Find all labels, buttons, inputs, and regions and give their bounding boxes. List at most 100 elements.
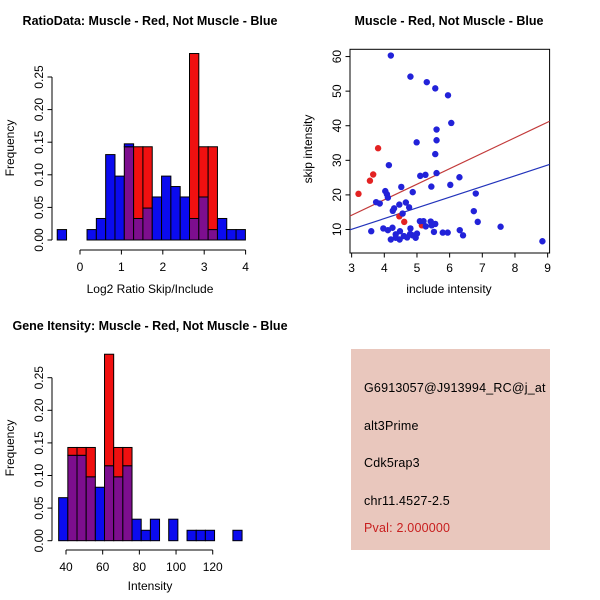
histogram-bar-segment bbox=[76, 446, 87, 456]
scatter-point bbox=[423, 78, 430, 86]
scatter-point bbox=[387, 52, 395, 59]
histogram-bar-segment bbox=[113, 446, 124, 478]
histogram-bar-segment bbox=[142, 146, 153, 209]
histogram-bar-segment bbox=[67, 454, 78, 542]
x-axis-label: Intensity bbox=[128, 579, 173, 593]
ratio-histogram-bars bbox=[56, 53, 246, 241]
y-tick-label: 0.00 bbox=[32, 529, 46, 553]
splice-event-text: alt3Prime bbox=[364, 419, 419, 433]
info-panel: G6913057@J913994_RC@j_at alt3Prime Cdk5r… bbox=[351, 349, 550, 550]
x-tick-label: 40 bbox=[59, 560, 73, 574]
y-tick-label: 0.05 bbox=[32, 195, 46, 219]
x-tick-label: 2 bbox=[159, 260, 166, 274]
scatter-point bbox=[447, 181, 454, 189]
histogram-bar-segment bbox=[95, 217, 107, 241]
intensity-histogram-axes bbox=[47, 377, 214, 555]
scatter-point bbox=[420, 217, 427, 225]
chart-title: RatioData: Muscle - Red, Not Muscle - Bl… bbox=[23, 14, 278, 28]
histogram-bar-segment bbox=[104, 353, 115, 467]
scatter-point bbox=[428, 222, 435, 229]
y-tick-label: 0.25 bbox=[32, 65, 46, 89]
scatter-point bbox=[413, 230, 421, 237]
x-tick-label: 60 bbox=[96, 560, 110, 574]
scatter-point bbox=[417, 172, 424, 180]
chart-title: Gene Itensity: Muscle - Red, Not Muscle … bbox=[12, 319, 287, 333]
histogram-bar-segment bbox=[189, 53, 200, 219]
histogram-bar-segment bbox=[189, 217, 200, 241]
scatter-point bbox=[444, 229, 451, 236]
y-tick-label: 0.20 bbox=[32, 398, 46, 422]
histogram-bar-segment bbox=[56, 229, 68, 241]
y-tick-label: 0.00 bbox=[32, 228, 46, 252]
histogram-bar-segment bbox=[86, 229, 97, 241]
muscle-fit-line bbox=[349, 120, 550, 217]
scatter-point bbox=[433, 137, 440, 144]
histogram-bar-segment bbox=[76, 454, 87, 542]
x-tick-label: 7 bbox=[479, 261, 486, 275]
scatter-point bbox=[396, 236, 403, 243]
y-axis-label: Frequency bbox=[3, 120, 17, 177]
probe-id-text: G6913057@J913994_RC@j_at bbox=[364, 381, 546, 395]
scatter-point bbox=[459, 232, 467, 239]
y-tick-label: 60 bbox=[330, 50, 344, 64]
scatter-point bbox=[472, 190, 479, 197]
y-tick-label: 50 bbox=[330, 84, 344, 98]
scatter-point bbox=[456, 226, 463, 234]
histogram-bar-segment bbox=[186, 529, 197, 542]
x-tick-label: 100 bbox=[166, 560, 186, 574]
x-tick-label: 8 bbox=[512, 261, 519, 275]
histogram-bar-segment bbox=[131, 518, 142, 542]
histogram-bar-segment bbox=[123, 146, 135, 241]
scatter-points-muscle bbox=[355, 145, 426, 229]
histogram-bar-segment bbox=[204, 529, 216, 542]
intensity-scatter-axes bbox=[345, 56, 549, 258]
y-tick-label: 0.10 bbox=[32, 463, 46, 487]
scatter-point bbox=[376, 200, 383, 207]
not-muscle-fit-line bbox=[349, 163, 550, 231]
scatter-point bbox=[389, 224, 396, 231]
histogram-bar-segment bbox=[168, 518, 179, 542]
y-tick-label: 0.15 bbox=[32, 431, 46, 455]
scatter-point bbox=[409, 188, 416, 196]
x-tick-label: 6 bbox=[446, 261, 453, 275]
x-tick-label: 80 bbox=[133, 560, 147, 574]
histogram-bar-segment bbox=[170, 186, 181, 241]
locus-text: chr11.4527-2.5 bbox=[364, 494, 450, 508]
scatter-point bbox=[389, 207, 396, 215]
scatter-point bbox=[399, 210, 406, 217]
x-tick-label: 1 bbox=[118, 260, 125, 274]
scatter-point bbox=[407, 73, 414, 80]
chart-title: Muscle - Red, Not Muscle - Blue bbox=[355, 14, 544, 28]
scatter-point bbox=[448, 119, 455, 127]
scatter-points-not_muscle bbox=[368, 52, 546, 245]
ratio-histogram: RatioData: Muscle - Red, Not Muscle - Bl… bbox=[3, 14, 277, 296]
x-tick-label: 3 bbox=[348, 261, 355, 275]
histogram-bar-segment bbox=[58, 497, 69, 542]
histogram-bar-segment bbox=[133, 217, 144, 241]
histogram-bar-segment bbox=[123, 143, 135, 148]
scatter-point bbox=[474, 218, 481, 226]
histogram-bar-segment bbox=[198, 196, 209, 241]
intensity-histogram: Gene Itensity: Muscle - Red, Not Muscle … bbox=[3, 319, 288, 593]
x-tick-label: 120 bbox=[203, 560, 223, 574]
scatter-point bbox=[430, 228, 438, 236]
scatter-point bbox=[401, 218, 408, 226]
scatter-point bbox=[433, 169, 440, 177]
scatter-point bbox=[387, 236, 395, 243]
histogram-bar-segment bbox=[151, 196, 163, 241]
histogram-bar-segment bbox=[142, 207, 153, 241]
histogram-bar-segment bbox=[207, 229, 218, 241]
x-tick-label: 0 bbox=[77, 260, 84, 274]
scatter-point bbox=[497, 223, 504, 230]
x-axis-label: include intensity bbox=[406, 282, 491, 296]
scatter-point bbox=[368, 228, 375, 235]
x-axis-label: Log2 Ratio Skip/Include bbox=[87, 282, 214, 296]
histogram-bar-segment bbox=[198, 146, 209, 198]
histogram-bar-segment bbox=[226, 229, 237, 241]
pval-text: Pval: 2.000000 bbox=[364, 521, 451, 535]
histogram-bar-segment bbox=[235, 229, 246, 241]
histogram-bar-segment bbox=[122, 446, 133, 467]
scatter-point bbox=[470, 207, 478, 215]
y-axis-label: skip intensity bbox=[301, 115, 315, 184]
